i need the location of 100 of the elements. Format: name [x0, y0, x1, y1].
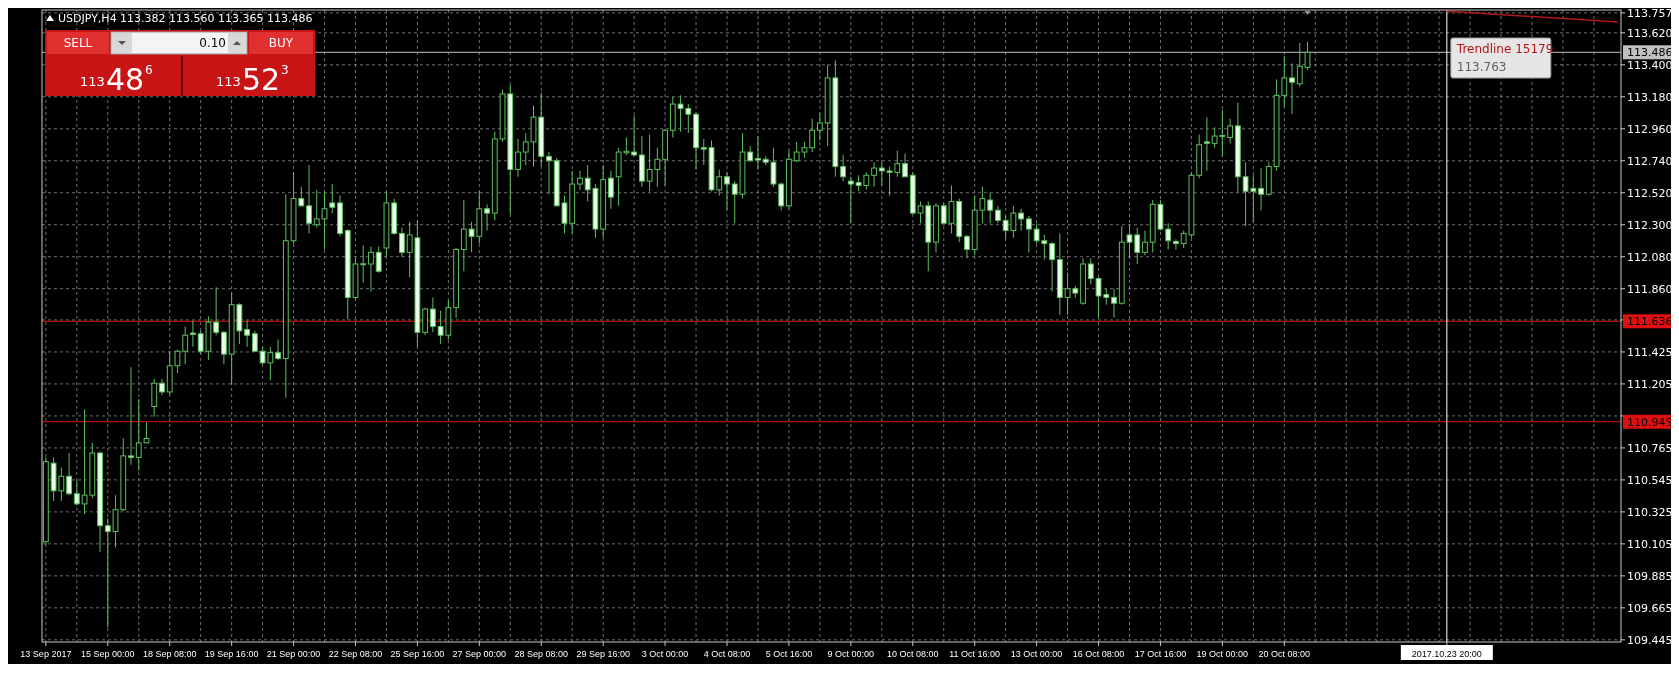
y-tick-label: 113.180	[1627, 90, 1673, 104]
candlestick	[816, 112, 823, 141]
candlestick	[190, 320, 196, 348]
annotation: 3	[281, 63, 289, 77]
annotation: 0.10	[199, 36, 226, 50]
candlestick	[151, 378, 158, 418]
candlestick	[987, 192, 994, 224]
candlestick	[778, 182, 785, 211]
y-tick-label: 110.765	[1627, 441, 1673, 455]
x-tick-label: 17 Oct 16:00	[1134, 649, 1187, 659]
candlestick	[244, 320, 251, 348]
candlestick	[422, 307, 429, 336]
candlestick	[128, 366, 134, 466]
x-tick-label: 13 Oct 00:00	[1010, 649, 1063, 659]
candlestick	[878, 161, 885, 186]
candlestick	[251, 330, 258, 352]
y-tick-label: 109.885	[1627, 569, 1673, 583]
candlestick	[484, 203, 490, 232]
annotation: 48	[106, 62, 145, 97]
candlestick	[306, 164, 312, 234]
candlestick	[608, 170, 614, 210]
ref-line-label: 111.636	[1627, 315, 1673, 329]
candlestick	[840, 154, 847, 182]
candlestick	[1258, 167, 1264, 211]
candlestick	[399, 227, 405, 258]
x-tick-label: 28 Sep 08:00	[514, 649, 569, 659]
y-tick-label: 112.080	[1627, 250, 1673, 264]
candlestick	[1111, 288, 1117, 319]
candlestick	[1049, 241, 1055, 293]
chart-title: USDJPY,H4 113.382 113.560 113.365 113.486	[58, 12, 313, 25]
x-tick-label: 19 Sep 16:00	[204, 649, 259, 659]
y-tick-label: 112.520	[1627, 186, 1673, 200]
candlestick	[73, 480, 80, 506]
candlestick	[213, 286, 220, 336]
candlestick	[1142, 230, 1148, 256]
annotation: 113	[216, 74, 241, 89]
x-tick-label: 18 Sep 08:00	[142, 649, 197, 659]
x-tick-label: 27 Sep 00:00	[452, 649, 507, 659]
y-tick-label: 111.205	[1627, 377, 1673, 391]
y-tick-label: 113.757	[1627, 6, 1673, 20]
x-tick-label: 16 Oct 08:00	[1072, 649, 1125, 659]
candlestick	[964, 234, 970, 259]
y-tick-label: 113.400	[1627, 58, 1673, 72]
y-tick-label: 110.325	[1627, 505, 1673, 519]
annotation: 6	[145, 63, 153, 77]
candlestick	[1018, 208, 1025, 232]
y-tick-label: 112.960	[1627, 122, 1673, 136]
candlestick	[66, 452, 72, 496]
y-tick-label: 110.545	[1627, 473, 1673, 487]
y-tick-label: 111.860	[1627, 282, 1673, 296]
x-tick-label: 10 Oct 08:00	[887, 649, 939, 659]
candlestick	[809, 118, 816, 153]
annotation: BUY	[268, 36, 294, 50]
candlestick	[1227, 118, 1234, 144]
ref-line-label: 110.945	[1627, 415, 1673, 429]
candlestick	[631, 115, 638, 157]
candlestick	[577, 170, 583, 191]
annotation: SELL	[63, 36, 93, 50]
x-tick-label: 15 Sep 00:00	[81, 649, 135, 659]
y-tick-label: 113.620	[1627, 26, 1673, 40]
x-tick-label: 21 Sep 00:00	[266, 649, 321, 659]
x-tick-label: 29 Sep 16:00	[576, 649, 630, 659]
candlestick	[275, 339, 281, 361]
candlestick	[375, 246, 382, 274]
ref-line-label: 113.486	[1627, 46, 1673, 60]
y-tick-label: 109.665	[1627, 601, 1673, 615]
candlestick	[847, 176, 854, 224]
candlestick	[1204, 116, 1210, 172]
y-tick-label: 110.105	[1627, 537, 1673, 551]
annotation: 52	[242, 62, 281, 97]
x-tick-label: 22 Sep 08:00	[328, 649, 383, 659]
candlestick	[460, 199, 467, 272]
y-tick-label: 112.300	[1627, 218, 1673, 232]
candlestick	[724, 171, 730, 211]
candlestick	[755, 135, 761, 170]
text: Trendline 15179	[1455, 42, 1554, 56]
x-tick-label: 9 Oct 00:00	[827, 649, 875, 659]
y-tick-label: 109.445	[1627, 633, 1673, 647]
x-tick-label: 11 Oct 16:00	[949, 649, 1001, 659]
x-tick-label: 13 Sep 2017	[20, 649, 72, 659]
candlestick	[1289, 62, 1295, 115]
candlestick	[546, 151, 552, 195]
x-tick-label: 3 Oct 00:00	[641, 649, 689, 659]
candlestick	[221, 330, 227, 365]
x-tick-label: 20 Oct 08:00	[1258, 649, 1311, 659]
x-tick-label: 4 Oct 08:00	[703, 649, 751, 659]
x-tick-label: 5 Oct 16:00	[765, 649, 813, 659]
y-tick-label: 112.740	[1627, 154, 1673, 168]
candlestick	[1173, 238, 1179, 250]
candlestick	[515, 138, 521, 178]
candlestick	[368, 246, 374, 293]
annotation: 113	[80, 74, 105, 89]
x-tick-label: 19 Oct 00:00	[1196, 649, 1249, 659]
candlestick	[1025, 215, 1032, 253]
candlestick	[902, 153, 908, 178]
x-tick-label: 2017.10.23 20:00	[1411, 649, 1482, 659]
y-tick-label: 111.425	[1627, 345, 1673, 359]
candlestick	[871, 161, 877, 188]
candlestick	[329, 183, 336, 214]
candlestick	[429, 296, 436, 333]
